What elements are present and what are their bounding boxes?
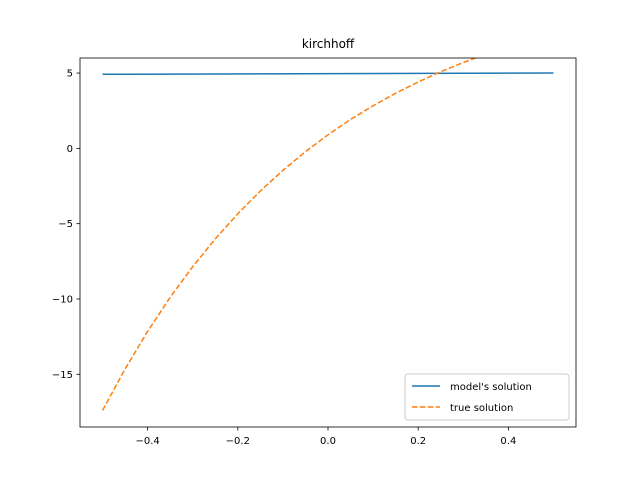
x-tick-label: 0.2 [410, 436, 426, 447]
x-tick-label: −0.4 [135, 436, 159, 447]
x-tick-label: 0.4 [500, 436, 516, 447]
y-tick-label: −10 [52, 294, 73, 305]
chart-title: kirchhoff [302, 37, 355, 51]
legend-label-model: model's solution [450, 382, 532, 393]
legend-box [404, 373, 570, 421]
x-tick-label: −0.2 [226, 436, 250, 447]
x-tick-label: 0.0 [320, 436, 336, 447]
y-tick-label: −5 [58, 219, 73, 230]
y-tick-label: 0 [67, 144, 73, 155]
series-layer [101, 58, 554, 411]
y-axis: 5 0 −5 −10 −15 [52, 69, 80, 381]
y-tick-label: 5 [67, 69, 73, 80]
legend: model's solution true solution [404, 373, 570, 421]
y-tick-label: −15 [52, 370, 73, 381]
legend-label-true: true solution [450, 403, 513, 414]
x-axis: −0.4 −0.2 0.0 0.2 0.4 [135, 427, 516, 447]
series-line-model-solution [102, 72, 554, 76]
series-line-true-solution [101, 58, 478, 411]
